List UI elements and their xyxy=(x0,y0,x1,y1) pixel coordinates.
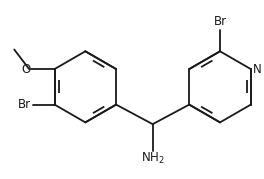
Text: Br: Br xyxy=(18,98,31,111)
Text: O: O xyxy=(21,63,31,76)
Text: N: N xyxy=(252,63,261,76)
Text: NH$_2$: NH$_2$ xyxy=(141,151,164,166)
Text: Br: Br xyxy=(214,15,227,28)
